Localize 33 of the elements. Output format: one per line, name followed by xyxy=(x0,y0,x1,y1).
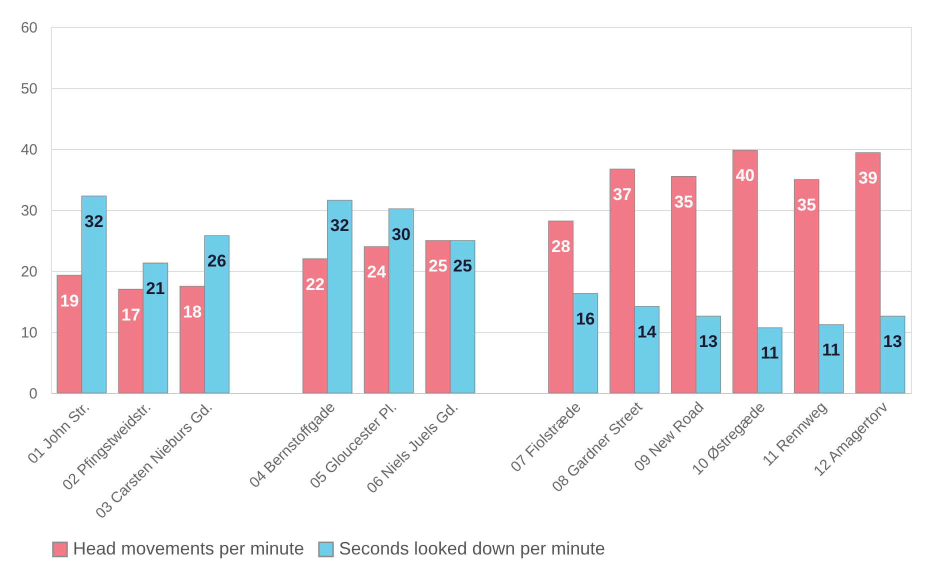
y-tick-label: 40 xyxy=(20,142,38,158)
data-label: 22 xyxy=(306,274,325,294)
legend-label: Seconds looked down per minute xyxy=(339,538,606,558)
data-label: 35 xyxy=(797,196,816,214)
data-label: 24 xyxy=(367,262,387,282)
data-label: 28 xyxy=(551,236,570,256)
y-tick-label: 50 xyxy=(20,80,38,98)
data-label: 13 xyxy=(883,332,902,352)
data-label: 25 xyxy=(428,256,448,276)
data-label: 39 xyxy=(858,168,878,188)
data-label: 11 xyxy=(760,344,779,363)
y-tick-label: 20 xyxy=(20,264,38,280)
data-label: 40 xyxy=(736,166,755,186)
data-label: 37 xyxy=(612,185,632,204)
data-label: 17 xyxy=(121,305,140,324)
data-label: 35 xyxy=(674,192,694,212)
data-label: 32 xyxy=(330,216,350,236)
y-tick-label: 10 xyxy=(20,324,38,342)
data-label: 26 xyxy=(207,252,226,271)
legend-label: Head movements per minute xyxy=(73,538,304,558)
data-label: 19 xyxy=(60,291,79,310)
data-label: 21 xyxy=(146,279,165,298)
data-label: 11 xyxy=(822,340,840,360)
y-tick-label: 60 xyxy=(20,20,38,36)
data-label: 32 xyxy=(84,212,104,231)
data-label: 18 xyxy=(182,302,202,322)
y-tick-label: 0 xyxy=(29,386,38,402)
data-label: 13 xyxy=(698,332,718,352)
data-label: 25 xyxy=(453,256,472,276)
data-label: 16 xyxy=(576,310,595,329)
y-tick-label: 30 xyxy=(20,202,38,220)
data-label: 14 xyxy=(637,322,657,342)
data-label: 30 xyxy=(392,224,411,244)
